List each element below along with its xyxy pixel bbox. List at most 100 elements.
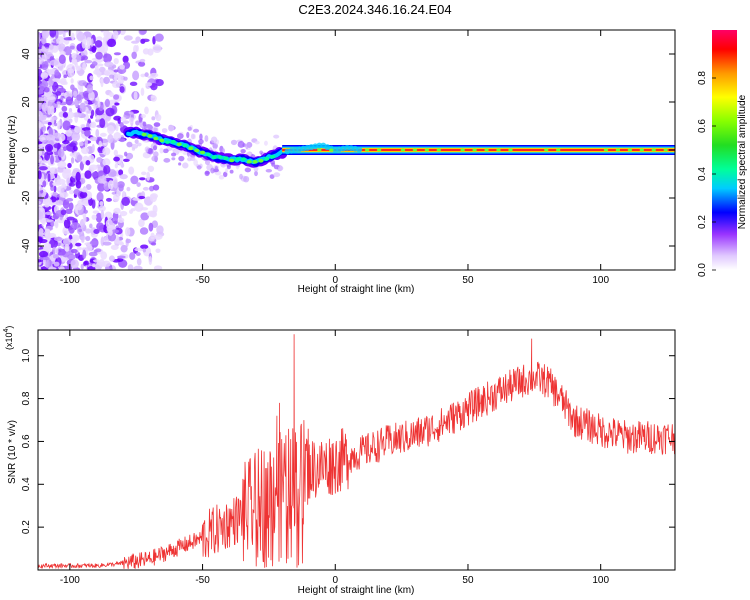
spectrogram-noise-blob: [148, 256, 153, 266]
spectrogram-noise-blob: [71, 59, 78, 65]
spectrogram-noise-blob: [243, 175, 250, 183]
spectrogram-noise-blob: [51, 116, 58, 121]
spectrogram-noise-blob: [57, 168, 64, 173]
x-tick-label: 0: [332, 275, 338, 286]
spectrogram-noise-blob: [119, 210, 128, 217]
spectrogram-noise-blob: [38, 241, 41, 249]
spectrogram-noise-blob: [92, 263, 96, 268]
spectrogram-ridge-peak: [544, 148, 549, 152]
spectrogram-noise-blob: [93, 228, 100, 234]
spectrogram-noise-blob: [162, 148, 169, 154]
spectrogram-noise-blob: [98, 140, 103, 148]
spectrogram-noise-blob: [49, 30, 57, 38]
spectrogram-noise-blob: [109, 267, 113, 270]
spectrogram-noise-blob: [136, 182, 141, 187]
spectrogram-noise-blob: [122, 190, 126, 198]
spectrogram-noise-blob: [68, 182, 76, 187]
spectrogram-noise-blob: [178, 155, 185, 162]
spectrogram-ridge-peak: [223, 156, 229, 160]
spectrogram-noise-blob: [70, 157, 75, 164]
spectrogram-noise-blob: [91, 171, 98, 178]
spectrogram-noise-blob: [76, 246, 83, 251]
spectrogram-ridge-peak: [317, 148, 322, 152]
snr-y-axis-label: SNR (10 * v/v): [7, 420, 18, 484]
x-tick-label: 50: [462, 575, 474, 586]
spectrogram-noise-blob: [129, 252, 136, 260]
spectrogram-noise-blob: [89, 223, 93, 229]
spectrogram-noise-blob: [153, 122, 161, 127]
spectrogram-noise-blob: [96, 222, 104, 231]
spectrogram-noise-blob: [123, 35, 133, 41]
spectrogram-ridge-peak: [627, 148, 633, 152]
spectrogram-noise-blob: [138, 61, 146, 67]
spectrogram-noise-blob: [90, 109, 95, 117]
colorbar-tick-label: 0.0: [697, 263, 708, 277]
spectrogram-noise-blob: [136, 258, 142, 266]
spectrogram-ridge-layer: [123, 126, 675, 168]
spectrogram-noise-blob: [153, 234, 163, 240]
spectrogram-noise-blob: [103, 165, 111, 175]
spectrogram-noise-blob: [43, 43, 51, 47]
spectrogram-noise-blob: [144, 106, 149, 115]
spectrogram-noise-blob: [94, 248, 102, 253]
spectrogram-noise-blob: [78, 141, 84, 147]
spectrogram-noise-blob: [47, 172, 51, 183]
spectrogram-ridge-peak: [147, 134, 153, 138]
spectrogram-noise-blob: [134, 247, 144, 252]
spectrogram-noise-blob: [130, 117, 134, 122]
snr-x-axis-label: Height of straight line (km): [298, 585, 415, 596]
spectrogram-noise-blob: [50, 221, 55, 227]
spectrogram-noise-blob: [43, 198, 53, 206]
spectrogram-noise-blob: [254, 140, 260, 145]
spectrogram-ridge-peak: [188, 146, 194, 151]
colorbar: 0.0 0.2 0.4 0.6 0.8 Normalized spectral ampl…: [697, 30, 748, 277]
spectrogram-noise-blob: [49, 180, 54, 188]
snr-y-ticks: 0.2 0.4 0.6 0.8 1.0: [21, 348, 675, 534]
spectrogram-noise-blob: [38, 200, 42, 205]
spectrogram-noise-blob: [95, 115, 102, 120]
spectrogram-ridge-peak: [484, 148, 489, 152]
spectrogram-noise-blob: [38, 120, 42, 130]
spectrogram-noise-blob: [41, 139, 50, 144]
spectrogram-noise-blob: [128, 111, 134, 115]
spectrogram-noise-blob: [42, 180, 47, 188]
spectrogram-noise-blob: [40, 72, 49, 79]
spectrogram-noise-blob: [57, 80, 67, 84]
spectrogram-ridge-peak: [496, 148, 501, 152]
spectrogram-noise-blob: [41, 217, 46, 225]
spectrogram-noise-blob: [140, 212, 150, 221]
spectrogram-noise-blob: [70, 259, 79, 269]
spectrogram-noise-blob: [113, 57, 119, 65]
spectrogram-ridge-peak: [176, 142, 182, 147]
spectrogram-noise-blob: [171, 157, 176, 161]
spectrogram-noise-blob: [86, 84, 94, 94]
spectrogram-noise-blob: [137, 142, 142, 147]
spectrogram-noise-blob: [44, 211, 53, 216]
spectrogram-noise-blob: [100, 77, 104, 88]
spectrogram-noise-blob: [210, 136, 218, 144]
spectrogram-noise-blob: [86, 244, 93, 252]
spectrogram-noise-blob: [113, 149, 119, 156]
colorbar-ticks: 0.0 0.2 0.4 0.6 0.8: [697, 71, 716, 277]
spectrogram-noise-blob: [41, 102, 48, 112]
y-tick-label: 0.4: [21, 477, 32, 491]
snr-multiplier-close: ): [4, 326, 14, 329]
spectrogram-noise-blob: [53, 132, 61, 139]
spectrogram-noise-blob: [83, 215, 87, 224]
spectrogram-noise-blob: [50, 154, 55, 165]
spectrogram-noise-blob: [135, 45, 139, 52]
spectrogram-noise-blob: [38, 259, 42, 263]
spectrogram-noise-blob: [56, 101, 61, 105]
spectrogram-noise-blob: [119, 122, 124, 128]
spectrogram-noise-blob: [154, 79, 164, 87]
spectrogram-noise-blob: [135, 120, 140, 126]
spectrogram-noise-blob: [98, 258, 105, 268]
spectrogram-noise-blob: [150, 242, 157, 246]
spectrogram-noise-blob: [71, 222, 81, 229]
spectrogram-ridge-peak: [153, 136, 159, 141]
spectrogram-noise-blob: [47, 121, 52, 126]
spectrogram-noise-blob: [48, 77, 54, 87]
spectrogram-ridge-peak: [356, 146, 363, 153]
snr-multiplier-exp: 4: [3, 328, 10, 332]
spectrogram-noise-blob: [226, 164, 231, 170]
